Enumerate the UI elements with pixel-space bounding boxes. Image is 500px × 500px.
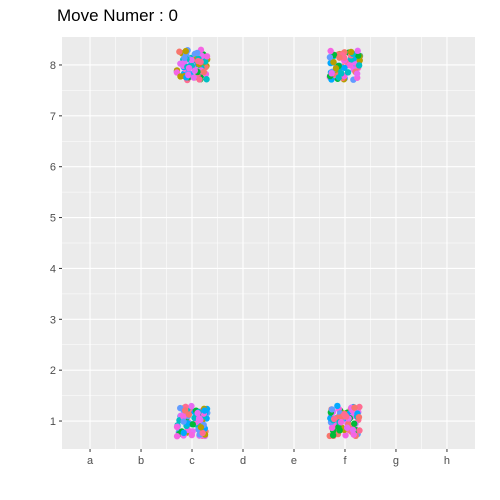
data-point <box>337 419 345 426</box>
y-tick-label: 8 <box>50 60 56 72</box>
data-point <box>341 54 348 61</box>
data-point <box>181 54 188 62</box>
y-tick-label: 4 <box>50 263 56 275</box>
data-point <box>334 402 341 410</box>
data-point <box>335 423 342 431</box>
x-tick-label: g <box>393 455 399 467</box>
y-tick-label: 2 <box>50 365 56 377</box>
data-point <box>326 54 334 61</box>
data-point <box>349 426 357 434</box>
y-tick-label: 1 <box>50 416 56 428</box>
data-point <box>188 57 195 64</box>
y-tick-label: 5 <box>50 213 56 225</box>
data-point <box>173 423 181 431</box>
x-axis: a b c d e f g h <box>87 449 450 467</box>
data-point <box>355 413 363 421</box>
data-point <box>203 76 210 83</box>
x-tick-label: a <box>87 455 94 467</box>
y-tick-label: 6 <box>50 162 56 174</box>
data-point <box>195 416 203 424</box>
data-point <box>351 420 358 427</box>
data-point <box>328 70 335 77</box>
data-point <box>189 421 196 428</box>
x-tick-label: f <box>343 455 347 467</box>
data-point <box>180 413 187 421</box>
data-point <box>347 48 355 56</box>
data-point <box>199 429 206 437</box>
data-point <box>181 407 189 414</box>
data-point <box>346 62 353 69</box>
data-point <box>193 49 201 57</box>
data-point <box>197 424 205 431</box>
data-point <box>343 424 351 431</box>
data-point <box>329 431 337 439</box>
data-points <box>173 46 364 440</box>
data-point <box>180 418 187 425</box>
data-point <box>196 76 203 83</box>
data-point <box>341 64 348 72</box>
data-point <box>354 47 361 55</box>
data-point <box>356 403 363 411</box>
data-point <box>200 68 208 76</box>
data-point <box>328 424 336 432</box>
data-point <box>188 431 195 439</box>
data-point <box>182 47 189 55</box>
data-point <box>351 404 358 411</box>
data-point <box>201 407 208 414</box>
data-point <box>177 73 184 80</box>
grid-major <box>62 37 475 449</box>
data-point <box>185 71 192 79</box>
data-point <box>350 431 357 438</box>
x-tick-label: c <box>189 455 195 467</box>
x-tick-label: b <box>138 455 144 467</box>
grid-minor <box>62 37 475 449</box>
data-point <box>355 62 363 69</box>
y-tick-label: 3 <box>50 314 56 326</box>
data-point <box>330 415 338 423</box>
data-point <box>328 406 336 413</box>
data-point <box>355 52 362 59</box>
data-point <box>190 74 198 81</box>
data-point <box>338 70 345 77</box>
data-point <box>194 409 201 417</box>
x-tick-label: d <box>240 455 246 467</box>
data-point <box>342 432 349 439</box>
data-point <box>327 47 334 55</box>
x-tick-label: e <box>291 455 297 467</box>
x-tick-label: h <box>444 455 450 467</box>
data-point <box>336 54 343 61</box>
data-point <box>330 58 337 66</box>
data-point <box>191 67 198 74</box>
data-point <box>185 64 193 72</box>
data-point <box>185 411 193 418</box>
data-point <box>177 404 184 412</box>
data-point <box>341 410 348 418</box>
data-point <box>176 48 183 55</box>
data-point <box>173 433 181 440</box>
data-point <box>344 69 352 76</box>
data-point <box>180 429 187 437</box>
data-point <box>332 65 340 72</box>
y-axis: 1 2 3 4 5 6 7 8 <box>50 60 62 428</box>
data-point <box>188 402 195 410</box>
data-point <box>203 53 211 60</box>
data-point <box>197 58 204 66</box>
data-point <box>353 70 361 77</box>
data-point <box>356 427 363 434</box>
chart-title: Move Numer : 0 <box>57 6 178 25</box>
data-point <box>181 59 188 66</box>
y-tick-label: 7 <box>50 111 56 123</box>
